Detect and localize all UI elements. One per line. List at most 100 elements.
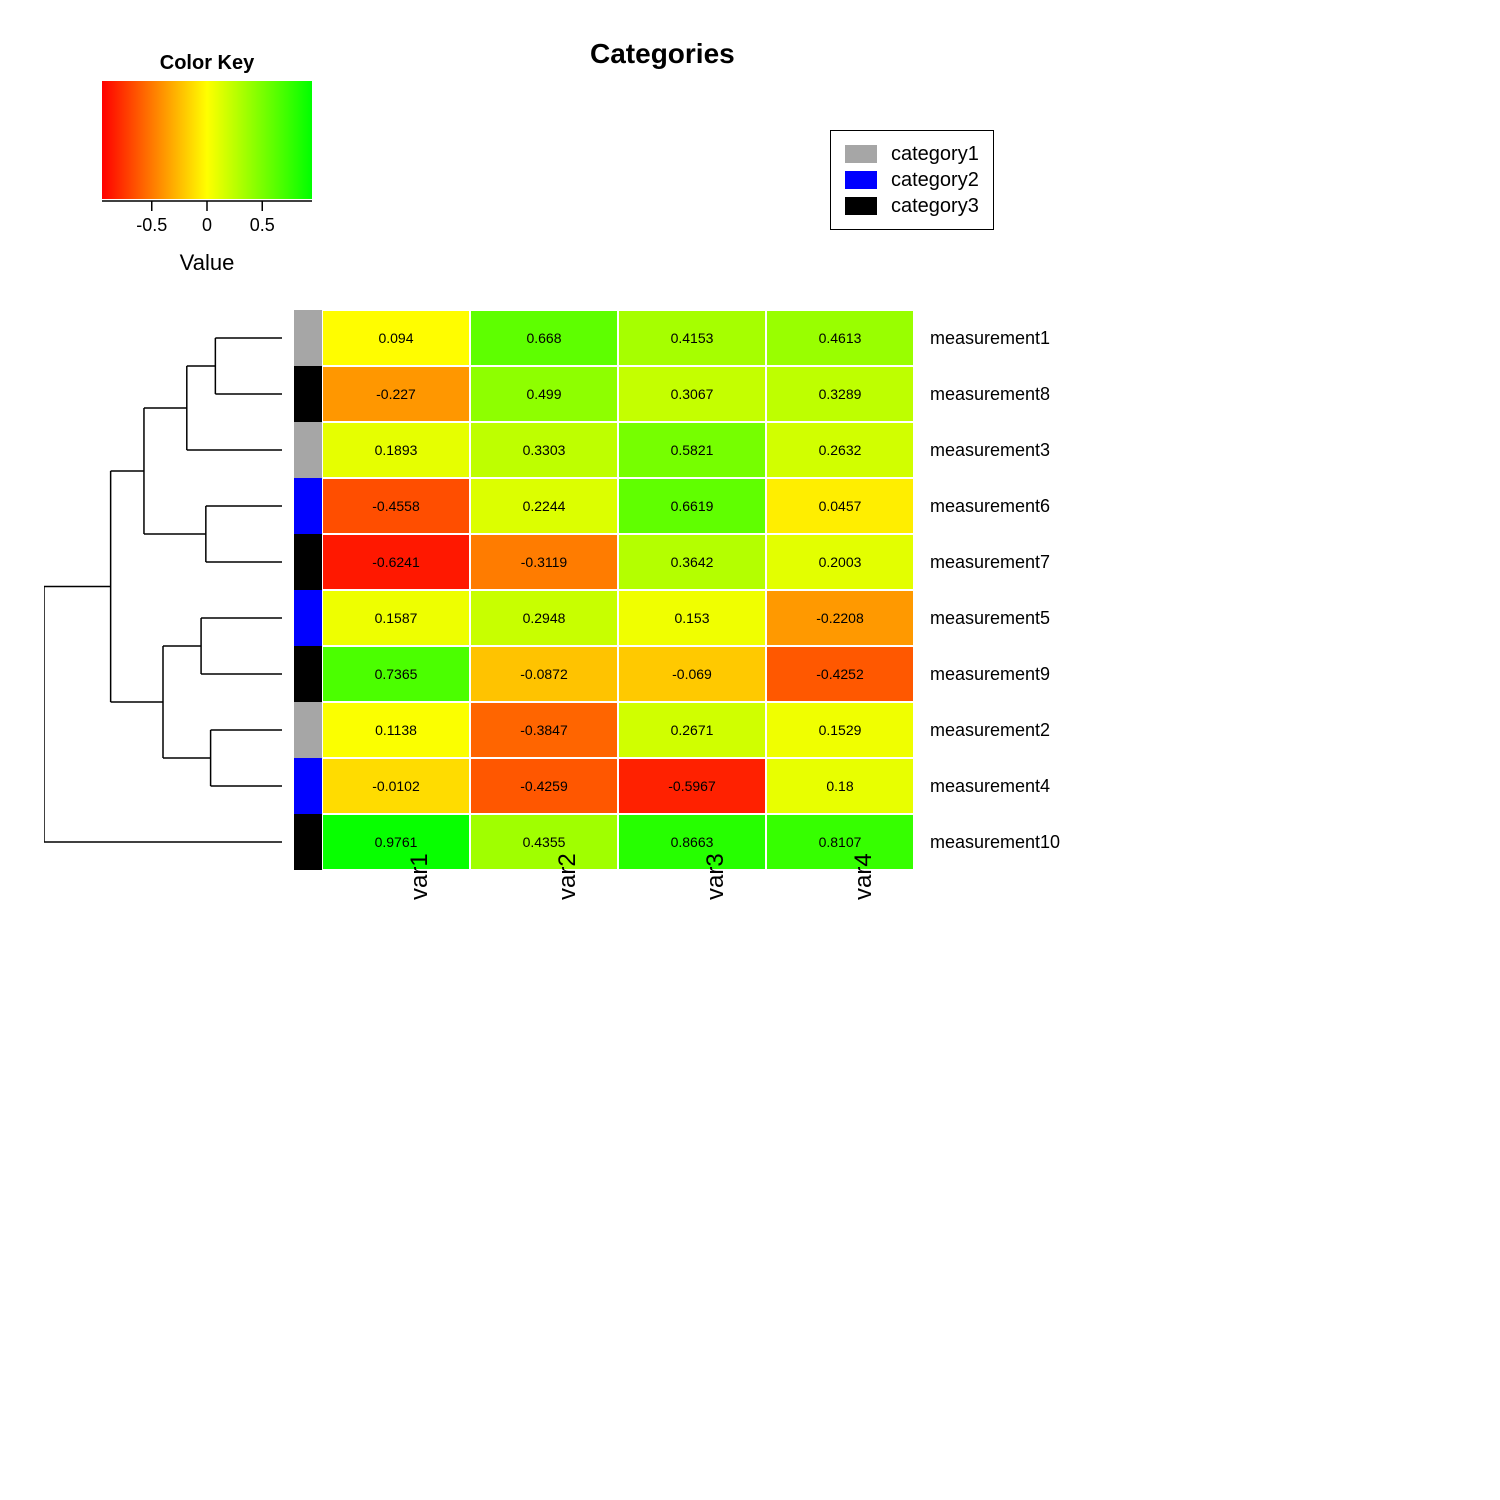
heatmap-cell-value: -0.4259 xyxy=(471,759,617,813)
heatmap-cell: 0.2948 xyxy=(471,591,617,645)
heatmap-cell-value: 0.4355 xyxy=(471,815,617,869)
row-label: measurement4 xyxy=(930,758,1050,814)
heatmap-cell: 0.4355 xyxy=(471,815,617,869)
row-label: measurement7 xyxy=(930,534,1050,590)
row-category-swatch xyxy=(294,590,322,646)
heatmap-cell: -0.4259 xyxy=(471,759,617,813)
row-category-swatch xyxy=(294,814,322,870)
heatmap-cell: 0.4153 xyxy=(619,311,765,365)
heatmap-cell: 0.6619 xyxy=(619,479,765,533)
heatmap-cell: -0.6241 xyxy=(323,535,469,589)
color-key-title: Color Key xyxy=(102,52,312,75)
heatmap-cell-value: 0.5821 xyxy=(619,423,765,477)
heatmap-cell: 0.3289 xyxy=(767,367,913,421)
heatmap-cell-value: 0.1529 xyxy=(767,703,913,757)
heatmap-cell: 0.9761 xyxy=(323,815,469,869)
heatmap-cell-value: 0.18 xyxy=(767,759,913,813)
legend-label: category1 xyxy=(891,143,979,166)
row-label: measurement8 xyxy=(930,366,1050,422)
heatmap-cell: 0.8663 xyxy=(619,815,765,869)
legend-item: category1 xyxy=(845,141,979,167)
heatmap-cell: 0.1138 xyxy=(323,703,469,757)
heatmap-cell: -0.227 xyxy=(323,367,469,421)
heatmap-cell: 0.8107 xyxy=(767,815,913,869)
legend-label: category3 xyxy=(891,195,979,218)
heatmap-cell-value: 0.3289 xyxy=(767,367,913,421)
heatmap-cell: -0.0102 xyxy=(323,759,469,813)
heatmap-cell: 0.1893 xyxy=(323,423,469,477)
heatmap-cell-value: 0.1138 xyxy=(323,703,469,757)
heatmap-cell: 0.094 xyxy=(323,311,469,365)
heatmap-cell-value: 0.2671 xyxy=(619,703,765,757)
color-key: Color Key-0.500.5Value xyxy=(102,52,312,276)
heatmap-cell-value: -0.5967 xyxy=(619,759,765,813)
heatmap-cell-value: 0.499 xyxy=(471,367,617,421)
heatmap-cell-value: 0.094 xyxy=(323,311,469,365)
row-label: measurement5 xyxy=(930,590,1050,646)
row-label: measurement2 xyxy=(930,702,1050,758)
row-category-swatch xyxy=(294,366,322,422)
heatmap-cell: 0.3303 xyxy=(471,423,617,477)
heatmap-cell: -0.4252 xyxy=(767,647,913,701)
row-dendrogram xyxy=(44,310,282,870)
heatmap-cell-value: -0.0872 xyxy=(471,647,617,701)
heatmap-cell: -0.069 xyxy=(619,647,765,701)
legend-swatch xyxy=(845,197,877,215)
color-key-tick-label: -0.5 xyxy=(136,215,167,235)
row-label: measurement6 xyxy=(930,478,1050,534)
heatmap-cell: 0.7365 xyxy=(323,647,469,701)
heatmap-cell: 0.0457 xyxy=(767,479,913,533)
heatmap-cell: 0.2244 xyxy=(471,479,617,533)
heatmap-cell: 0.2632 xyxy=(767,423,913,477)
heatmap-cell: 0.668 xyxy=(471,311,617,365)
heatmap-cell-value: 0.3067 xyxy=(619,367,765,421)
color-key-tick-label: 0.5 xyxy=(250,215,275,235)
column-label: var2 xyxy=(554,853,582,900)
heatmap-cell: -0.4558 xyxy=(323,479,469,533)
row-label: measurement3 xyxy=(930,422,1050,478)
heatmap-cell-value: 0.9761 xyxy=(323,815,469,869)
heatmap-cell-value: 0.8107 xyxy=(767,815,913,869)
heatmap-cell: 0.2671 xyxy=(619,703,765,757)
heatmap-cell-value: -0.069 xyxy=(619,647,765,701)
heatmap-cell-value: 0.668 xyxy=(471,311,617,365)
heatmap-cell: 0.4613 xyxy=(767,311,913,365)
row-category-swatch xyxy=(294,310,322,366)
row-label: measurement1 xyxy=(930,310,1050,366)
heatmap-cell: 0.2003 xyxy=(767,535,913,589)
heatmap-cell: 0.3642 xyxy=(619,535,765,589)
heatmap-cell-value: -0.3119 xyxy=(471,535,617,589)
heatmap-cell-value: 0.1587 xyxy=(323,591,469,645)
row-category-swatch xyxy=(294,478,322,534)
heatmap-cell-value: 0.0457 xyxy=(767,479,913,533)
legend-swatch xyxy=(845,145,877,163)
legend-label: category2 xyxy=(891,169,979,192)
heatmap-cell: -0.2208 xyxy=(767,591,913,645)
heatmap-cell-value: -0.227 xyxy=(323,367,469,421)
heatmap-cell-value: -0.2208 xyxy=(767,591,913,645)
heatmap-cell-value: -0.0102 xyxy=(323,759,469,813)
heatmap-cell-value: 0.8663 xyxy=(619,815,765,869)
heatmap-cell: -0.3119 xyxy=(471,535,617,589)
heatmap-cell-value: -0.4252 xyxy=(767,647,913,701)
heatmap-cell-value: 0.153 xyxy=(619,591,765,645)
heatmap-cell: 0.5821 xyxy=(619,423,765,477)
heatmap-cell: 0.499 xyxy=(471,367,617,421)
color-key-gradient xyxy=(102,81,312,199)
heatmap-cell: -0.0872 xyxy=(471,647,617,701)
color-key-tick-label: 0 xyxy=(202,215,212,235)
heatmap-cell: 0.153 xyxy=(619,591,765,645)
heatmap-cell: -0.5967 xyxy=(619,759,765,813)
row-label: measurement10 xyxy=(930,814,1060,870)
heatmap-cell-value: 0.2632 xyxy=(767,423,913,477)
heatmap-cell: 0.3067 xyxy=(619,367,765,421)
heatmap-cell-value: -0.6241 xyxy=(323,535,469,589)
category-legend: category1 category2 category3 xyxy=(830,130,994,230)
legend-item: category2 xyxy=(845,167,979,193)
column-label: var4 xyxy=(850,853,878,900)
row-category-swatch xyxy=(294,702,322,758)
column-label: var3 xyxy=(702,853,730,900)
heatmap-cell-value: 0.7365 xyxy=(323,647,469,701)
heatmap-cell: 0.18 xyxy=(767,759,913,813)
row-label: measurement9 xyxy=(930,646,1050,702)
